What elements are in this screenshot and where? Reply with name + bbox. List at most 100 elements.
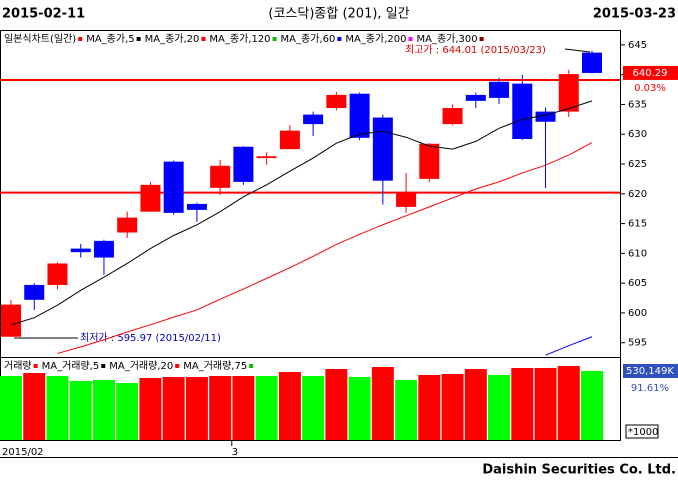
volume-top-label: 530,149K <box>626 366 674 377</box>
low-note: 최저가 : 595.97 (2015/02/11) <box>80 332 221 344</box>
y-tick-label: 610 <box>628 248 647 259</box>
candle-body <box>163 161 184 213</box>
high-arrow <box>564 48 591 53</box>
price-legend: 일본식차트(일간) MA_종가,5 MA_종가,20 MA_종가,120 MA_종가,6… <box>4 33 484 45</box>
candle-body <box>47 263 68 285</box>
volume-bar <box>511 367 534 440</box>
candle-body <box>186 203 207 210</box>
candle-body <box>512 83 533 139</box>
y-tick-label: 615 <box>628 219 647 230</box>
candle-body <box>1 304 21 337</box>
legend-swatch <box>33 364 38 368</box>
volume-top-box <box>623 363 678 378</box>
end-date: 2015-03-23 <box>593 7 676 22</box>
volume-bar <box>46 376 69 440</box>
volume-bar <box>302 376 325 440</box>
candle-body <box>465 94 486 101</box>
volume-bar <box>348 377 371 440</box>
volume-bar <box>371 366 394 440</box>
volume-bar <box>232 376 255 440</box>
legend-swatch <box>408 37 413 41</box>
volume-bar <box>255 376 278 440</box>
volume-bar <box>92 379 115 440</box>
volume-bar <box>395 379 418 440</box>
high-note: 최고가 : 644.01 (2015/03/23) <box>405 44 546 56</box>
legend-label: MA_종가,300 <box>416 33 477 45</box>
candle-body <box>210 165 231 188</box>
legend-swatch <box>201 37 206 41</box>
legend-swatch <box>272 37 277 41</box>
candle-body <box>582 52 602 73</box>
legend-swatch <box>175 364 180 368</box>
volume-bar <box>139 377 162 440</box>
price-plot <box>0 50 620 356</box>
x-tick-label: 3 <box>232 447 238 458</box>
start-date: 2015-02-11 <box>2 7 85 22</box>
last-price-box <box>623 65 678 80</box>
candle-body <box>93 240 114 258</box>
volume-bar <box>441 373 464 440</box>
candle-body <box>140 184 161 212</box>
y-tick-label: 635 <box>628 99 647 110</box>
legend-swatch <box>136 37 141 41</box>
y-tick-label: 620 <box>628 189 647 200</box>
ma-line <box>10 100 593 326</box>
candle-body <box>326 94 347 109</box>
x-tick-label: 2015/02 <box>2 447 44 458</box>
volume-legend: 거래량 MA_거래량,5 MA_거래량,20 MA_거래량,75 <box>4 360 254 372</box>
candle-body <box>489 81 510 98</box>
volume-bar <box>534 367 557 440</box>
y-tick-label: 600 <box>628 308 647 319</box>
footer: Daishin Securities Co. Ltd. <box>482 463 676 478</box>
volume-bar <box>325 368 348 440</box>
volume-bar <box>0 376 22 440</box>
last-change: 0.03% <box>634 83 666 94</box>
chart-title: (코스닥)종합 (201), 일간 <box>268 7 409 22</box>
volume-bar <box>185 377 208 440</box>
candle-body <box>419 143 440 179</box>
candle-body <box>535 111 556 122</box>
candle-body <box>372 117 393 181</box>
volume-bar <box>209 376 232 440</box>
legend-label: MA_종가,20 <box>145 33 200 45</box>
candle-body <box>256 156 277 159</box>
y-tick-label: 625 <box>628 159 647 170</box>
volume-ratio: 91.61% <box>631 383 669 394</box>
volume-unit: *1000 <box>628 427 658 438</box>
candle-body <box>70 248 91 253</box>
candle-body <box>442 108 463 125</box>
legend-label: 거래량 <box>4 360 32 372</box>
unit-box <box>625 424 659 439</box>
volume-bar <box>116 383 139 440</box>
legend-swatch <box>78 37 83 41</box>
volume-bar <box>418 374 441 440</box>
legend-label: MA_종가,120 <box>209 33 270 45</box>
legend-label: MA_거래량,20 <box>109 360 173 372</box>
volume-bar <box>23 372 46 440</box>
candle-body <box>279 130 300 150</box>
legend-label: MA_종가,5 <box>86 33 134 45</box>
candle-body <box>24 284 45 300</box>
candle-body <box>233 146 254 182</box>
last-price: 640.29 <box>633 68 668 79</box>
y-tick-label: 605 <box>628 278 647 289</box>
ma-line <box>57 142 593 354</box>
volume-bar <box>488 374 511 440</box>
candle-body <box>349 93 370 138</box>
candle-body <box>303 114 324 125</box>
y-tick-label: 630 <box>628 129 647 140</box>
legend-label: MA_종가,200 <box>345 33 406 45</box>
volume-bar <box>464 368 487 440</box>
volume-bar <box>581 370 603 440</box>
candle-body <box>558 74 579 112</box>
volume-bar <box>557 365 580 440</box>
y-tick-label: 645 <box>628 40 647 51</box>
legend-swatch <box>249 364 254 368</box>
legend-label: MA_종가,60 <box>281 33 336 45</box>
volume-bar <box>278 371 301 440</box>
volume-bar <box>162 377 185 440</box>
ma-line <box>545 336 593 356</box>
legend-swatch <box>101 364 106 368</box>
